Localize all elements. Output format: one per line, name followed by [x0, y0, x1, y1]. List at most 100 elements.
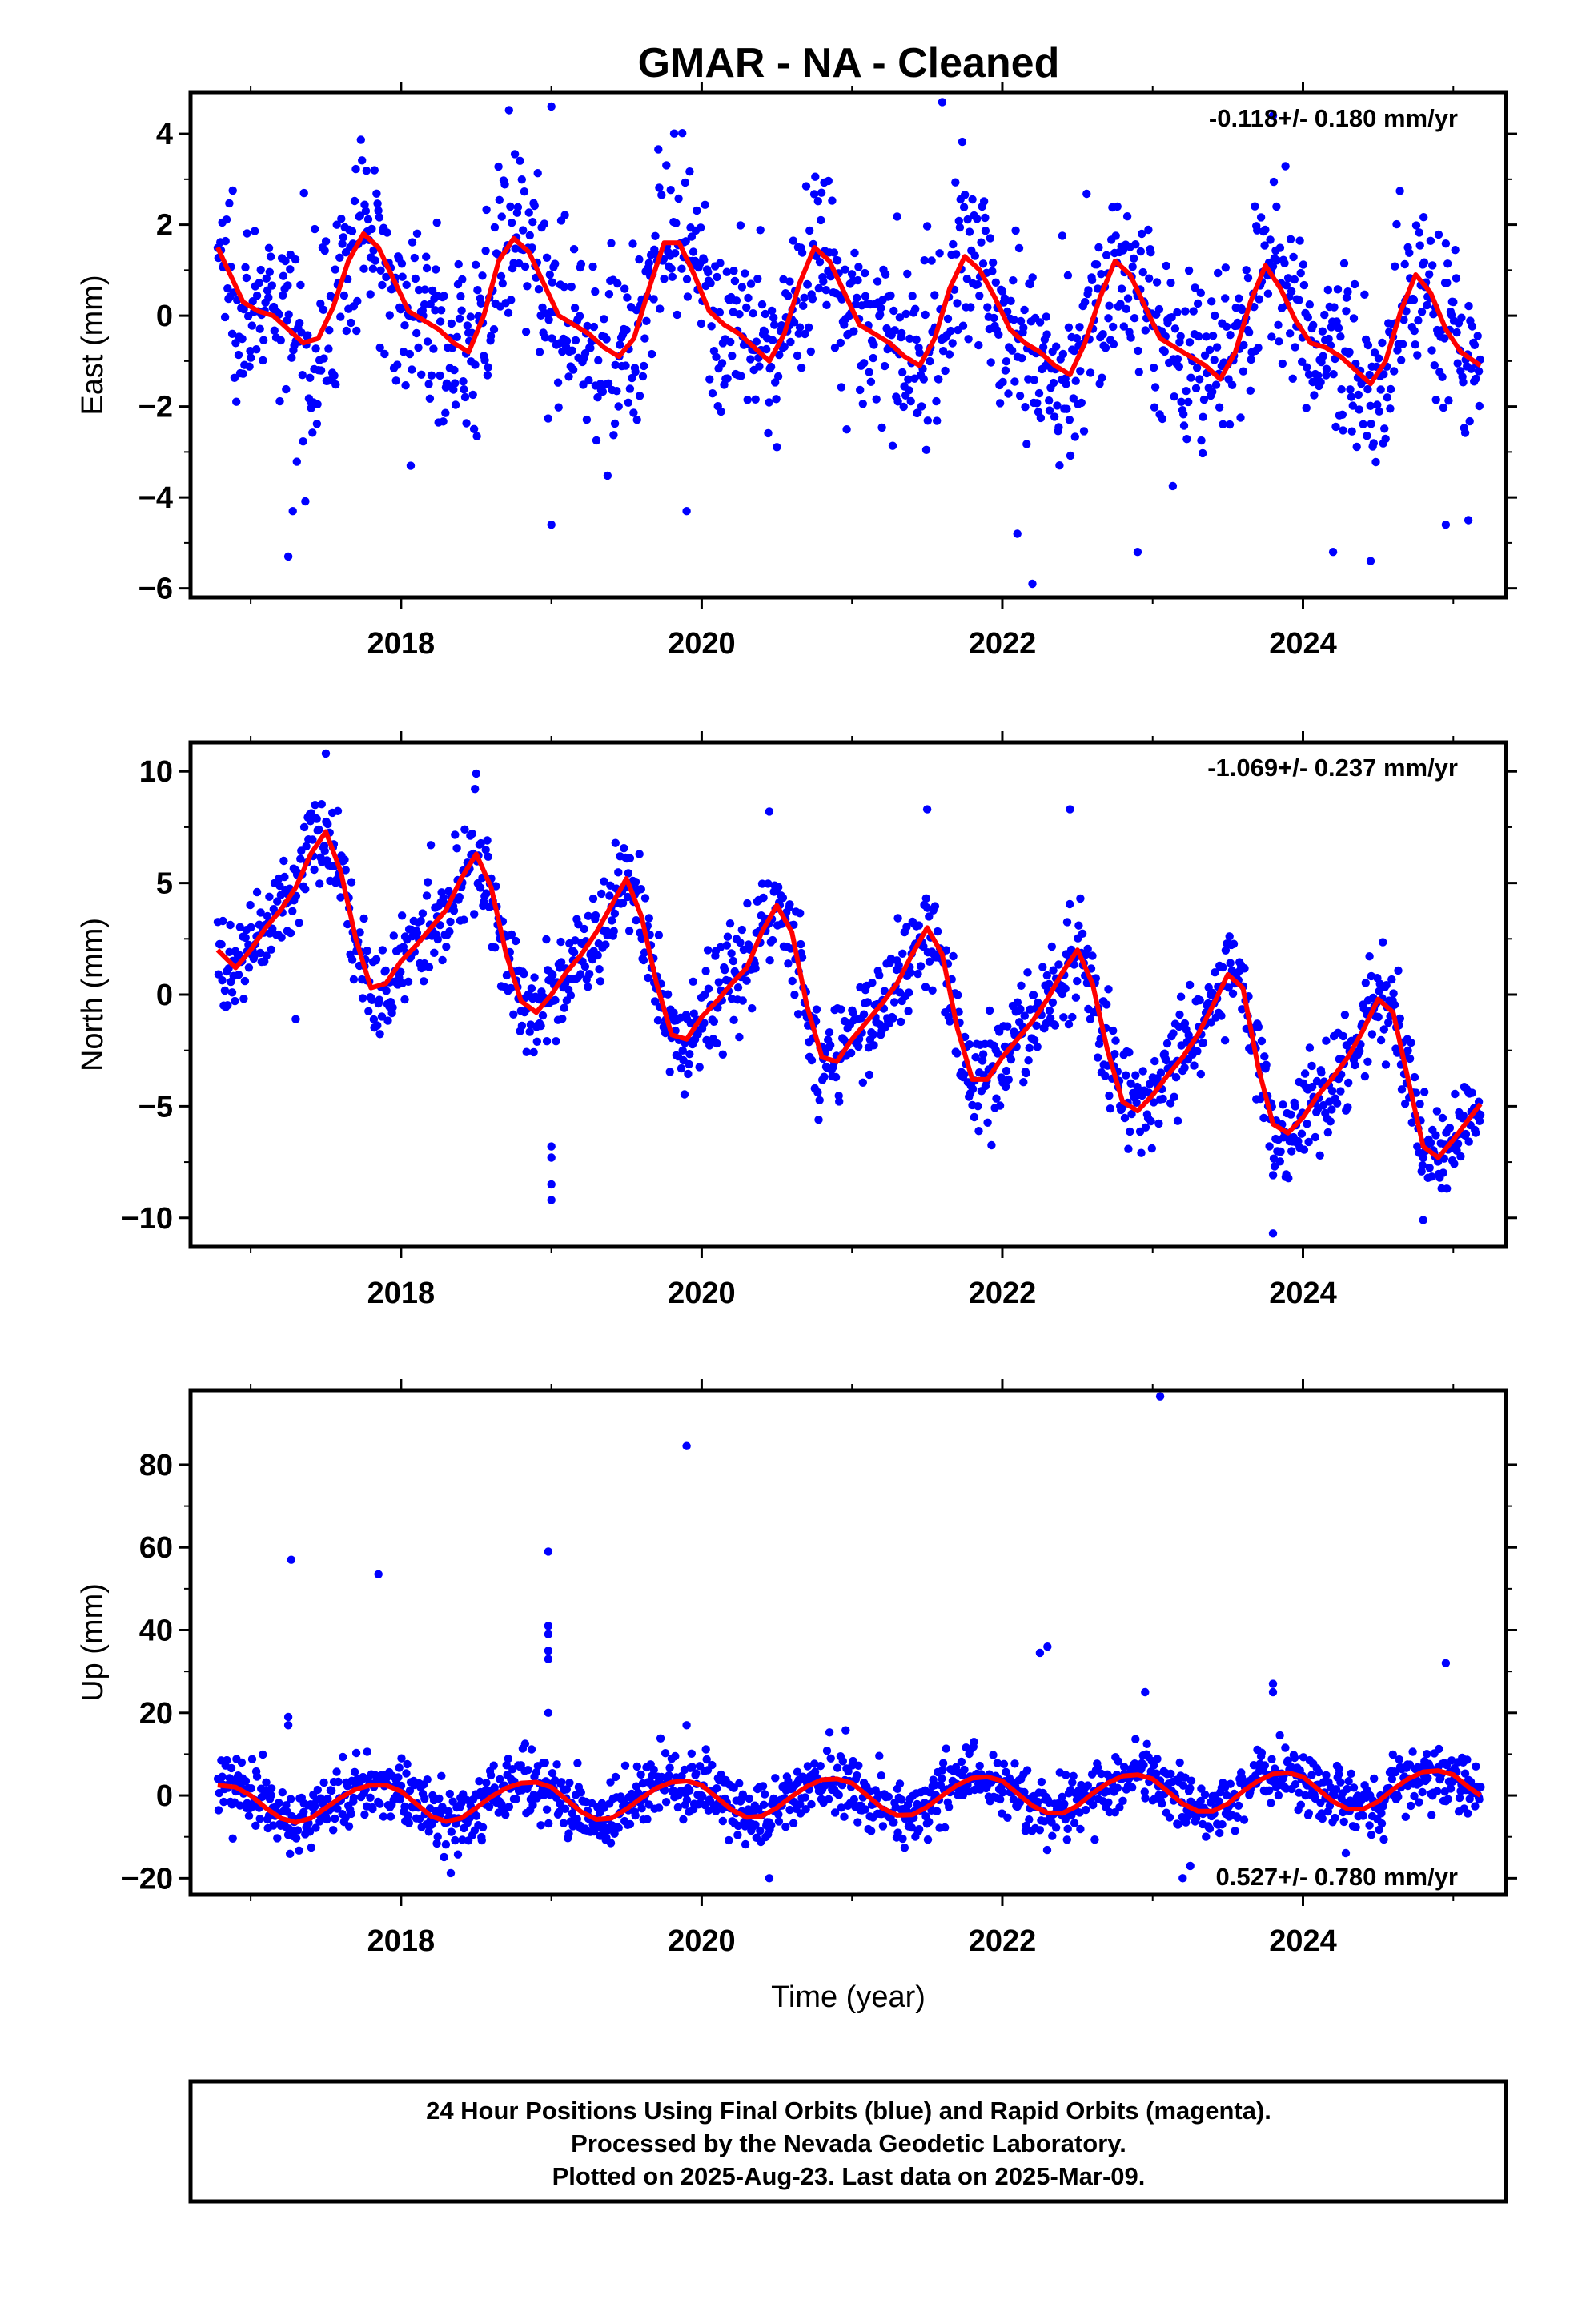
data-point [1411, 221, 1421, 230]
data-point [1392, 219, 1401, 229]
data-point [635, 850, 644, 858]
data-point [352, 326, 361, 336]
data-point [241, 263, 250, 272]
data-point [1360, 1072, 1370, 1081]
data-point [905, 988, 913, 997]
data-point [737, 925, 746, 935]
data-point [594, 356, 603, 365]
data-point [463, 321, 472, 330]
data-point [938, 1774, 946, 1783]
data-point [1182, 435, 1191, 444]
data-point [540, 1759, 549, 1767]
y-tick-label: 0 [156, 300, 173, 333]
data-point [715, 308, 725, 317]
data-point [632, 416, 641, 424]
data-point [661, 1798, 671, 1807]
data-point [1331, 422, 1340, 432]
data-point [1337, 385, 1346, 394]
data-point [1138, 1067, 1147, 1076]
data-point [380, 349, 389, 359]
data-point [560, 1003, 568, 1012]
data-point [1370, 1774, 1379, 1783]
data-point [704, 984, 713, 993]
data-point [566, 991, 576, 1000]
data-point [552, 1760, 561, 1769]
data-point [370, 166, 379, 175]
data-point [1097, 1769, 1106, 1779]
figure-title: GMAR - NA - Cleaned [638, 40, 1060, 86]
data-point [785, 900, 794, 909]
data-point [1290, 275, 1299, 284]
data-point [1036, 413, 1046, 423]
data-point [517, 175, 526, 184]
data-point [1009, 276, 1018, 285]
data-point [1475, 401, 1484, 411]
data-point [1191, 283, 1199, 292]
data-point [1343, 1103, 1352, 1112]
data-point [1003, 1022, 1012, 1031]
data-point [404, 977, 413, 987]
data-point [649, 1765, 658, 1775]
data-point [1335, 1764, 1344, 1774]
data-point [1257, 1748, 1267, 1757]
data-point [1309, 320, 1318, 330]
data-point [938, 1759, 948, 1767]
data-point [889, 1818, 898, 1827]
data-point [1149, 1098, 1158, 1107]
x-tick-label: 2018 [367, 627, 436, 661]
data-point [396, 305, 405, 314]
data-point [746, 355, 755, 364]
data-point [751, 1820, 760, 1829]
data-point [1450, 1160, 1459, 1168]
data-point [1381, 434, 1390, 444]
data-point [536, 1021, 545, 1031]
data-point [548, 278, 556, 287]
data-point [1066, 899, 1074, 909]
data-point [1021, 403, 1030, 412]
data-point [1199, 412, 1207, 421]
data-point [462, 419, 471, 428]
data-point [757, 879, 767, 888]
data-point [1010, 377, 1019, 386]
data-point [707, 322, 716, 331]
data-point [1024, 1056, 1033, 1065]
data-point [809, 190, 819, 199]
data-point-outlier [1366, 557, 1375, 565]
data-point [1186, 1783, 1195, 1793]
data-point [838, 1757, 848, 1766]
data-point [948, 339, 957, 348]
data-point [700, 255, 709, 264]
data-point [576, 970, 585, 979]
data-point [1076, 894, 1085, 903]
data-point [662, 161, 671, 170]
data-point [339, 233, 348, 242]
footer-line-2: Processed by the Nevada Geodetic Laborat… [571, 2129, 1126, 2157]
data-point [1332, 317, 1341, 326]
data-point-outlier [288, 507, 297, 516]
data-point [1199, 1039, 1208, 1047]
data-point [935, 249, 944, 258]
data-point [1363, 1057, 1372, 1067]
data-point [1261, 225, 1270, 235]
data-point [963, 215, 972, 224]
data-point [1022, 1068, 1030, 1078]
data-point [1240, 964, 1249, 973]
data-point [1123, 294, 1133, 303]
data-point [459, 377, 468, 386]
data-point [375, 213, 384, 222]
data-point [1238, 1005, 1247, 1014]
data-point [1174, 362, 1184, 372]
data-point [1182, 387, 1191, 396]
data-point [283, 281, 292, 290]
data-point-outlier [1178, 1874, 1187, 1883]
data-point [1083, 1781, 1093, 1790]
data-point [534, 285, 544, 294]
data-point [1033, 399, 1042, 408]
data-point [472, 260, 480, 269]
data-point [638, 372, 648, 381]
data-point [1294, 1136, 1303, 1146]
data-point [533, 169, 542, 178]
data-point [1109, 322, 1118, 332]
data-point [316, 299, 325, 308]
